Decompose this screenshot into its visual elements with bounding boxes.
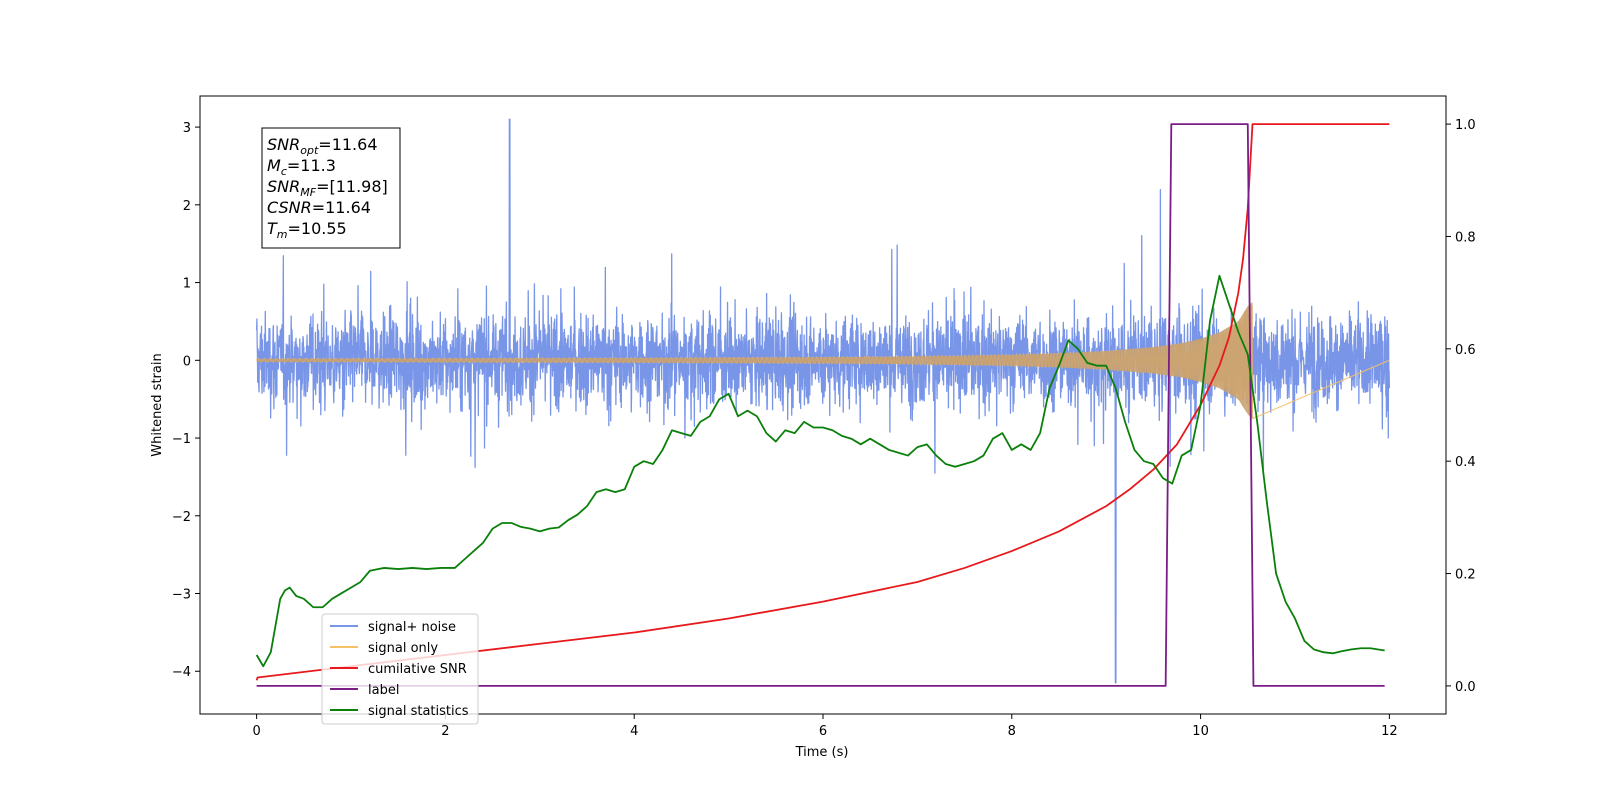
info-line: SNRMF=[11.98] <box>267 177 388 199</box>
legend: signal+ noise signal only cumilative SNR la… <box>321 613 479 725</box>
series-cumilative-snr <box>255 123 1390 681</box>
x-tick-label: 4 <box>630 724 638 739</box>
y-left-tick-label: −4 <box>172 665 191 680</box>
info-box: SNRopt=11.64Mc=11.3SNRMF=[11.98]CSNR=11.… <box>261 127 401 249</box>
x-tick-label: 6 <box>819 724 827 739</box>
x-axis-label: Time (s) <box>795 745 849 760</box>
info-line-subscript: MF <box>300 186 316 199</box>
x-tick-label: 8 <box>1008 724 1016 739</box>
y-left-tick-label: 2 <box>183 199 191 214</box>
series-signal-only <box>256 302 1390 420</box>
info-line-subscript: opt <box>300 144 319 157</box>
info-line: Mc=11.3 <box>267 156 336 178</box>
info-line-value: =11.3 <box>287 156 336 175</box>
info-line-subscript: m <box>277 228 288 241</box>
y-axis-left-label: Whitened strain <box>150 353 165 456</box>
signal-statistics-line <box>255 274 1385 668</box>
legend-label: signal statistics <box>368 704 469 719</box>
info-line: Tm=10.55 <box>267 219 347 241</box>
info-box-frame <box>261 127 401 249</box>
info-line: CSNR=11.64 <box>267 198 371 217</box>
y-left-tick-label: −3 <box>172 588 191 603</box>
x-tick-label: 12 <box>1381 724 1398 739</box>
y-axis-right-ticks: 0.0 0.2 0.4 0.6 0.8 1.0 <box>1446 118 1476 695</box>
legend-label: label <box>368 683 399 698</box>
x-tick-label: 10 <box>1192 724 1209 739</box>
legend-label: signal only <box>368 641 438 656</box>
legend-label: signal+ noise <box>368 620 456 635</box>
y-left-tick-label: 0 <box>183 354 191 369</box>
legend-frame <box>321 613 479 725</box>
info-line-value: =[11.98] <box>316 177 388 196</box>
series-label <box>256 123 1385 687</box>
signal-only-envelope <box>256 302 1253 419</box>
cumilative-snr-line <box>255 123 1390 681</box>
plot-area <box>255 118 1391 687</box>
y-right-tick-label: 1.0 <box>1455 118 1476 133</box>
info-line-symbol: T <box>267 219 278 238</box>
y-left-tick-label: −1 <box>172 432 191 447</box>
info-line-subscript: c <box>281 165 287 178</box>
y-left-tick-label: 1 <box>183 277 191 292</box>
y-right-tick-label: 0.0 <box>1455 680 1476 695</box>
x-tick-label: 2 <box>441 724 449 739</box>
y-right-tick-label: 0.4 <box>1455 455 1476 470</box>
info-line-symbol: SNR <box>267 177 300 196</box>
y-right-tick-label: 0.6 <box>1455 343 1476 358</box>
series-signal-statistics <box>255 274 1385 668</box>
x-axis-ticks: 0 2 4 6 8 10 12 <box>252 714 1398 739</box>
y-right-tick-label: 0.2 <box>1455 568 1476 583</box>
info-line-symbol: M <box>267 156 281 175</box>
info-line: SNRopt=11.64 <box>267 135 378 157</box>
y-left-tick-label: 3 <box>183 121 191 136</box>
info-line-value: =11.64 <box>318 135 377 154</box>
y-axis-left-ticks: −4 −3 −2 −1 0 1 2 3 <box>172 121 200 680</box>
label-line <box>256 123 1385 687</box>
info-line-value: =10.55 <box>288 219 347 238</box>
info-line-value: =11.64 <box>312 198 371 217</box>
legend-label: cumilative SNR <box>368 662 467 677</box>
y-left-tick-label: −2 <box>172 510 191 525</box>
x-tick-label: 0 <box>252 724 260 739</box>
info-line-symbol: CSNR <box>267 198 312 217</box>
info-line-symbol: SNR <box>267 135 300 154</box>
y-right-tick-label: 0.8 <box>1455 230 1476 245</box>
